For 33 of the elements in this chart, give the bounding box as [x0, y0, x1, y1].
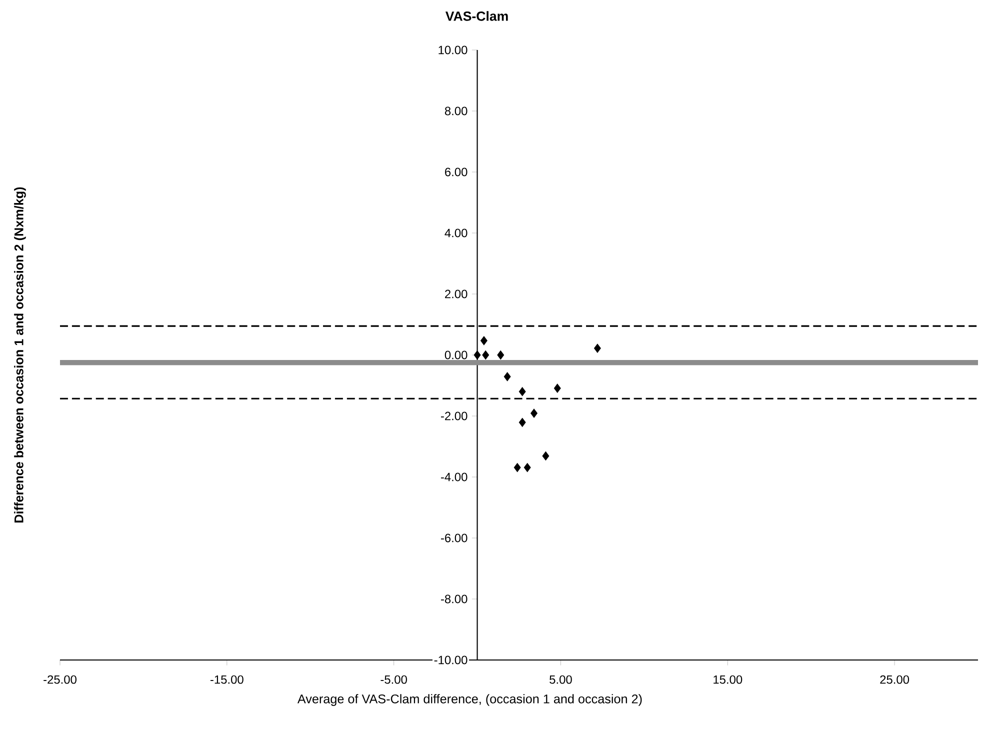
point	[524, 463, 531, 472]
y-tick-label: -8.00	[441, 594, 468, 604]
point	[518, 418, 526, 427]
y-tick-label: 10.00	[438, 46, 468, 54]
y-tick-label: 8.00	[444, 106, 468, 116]
chart-title: VAS-Clam	[445, 11, 508, 21]
point	[497, 350, 504, 360]
x-tick-label: -15.00	[210, 675, 244, 684]
x-tick-label: -5.00	[380, 675, 407, 684]
y-tick-label: -6.00	[441, 534, 468, 542]
y-tick-label: 2.00	[445, 290, 468, 298]
x-tick-label: -25.00	[44, 675, 76, 684]
point	[518, 387, 526, 396]
x-axis-title: Average of VAS-Clam difference, (occasion 1 and occasion 2)	[297, 694, 642, 706]
point	[594, 344, 601, 353]
x-tick-label: 5.00	[550, 675, 572, 684]
y-tick-label: -10.00	[434, 656, 468, 664]
point	[542, 451, 550, 460]
point	[482, 350, 490, 360]
y-tick-label: 4.00	[444, 228, 468, 238]
point	[474, 350, 481, 360]
y-tick-label: -4.00	[441, 472, 468, 482]
y-tick-label: -2.00	[441, 412, 468, 420]
x-tick-label: 15.00	[714, 675, 742, 684]
point	[504, 372, 511, 382]
y-axis-title: Difference between occasion 1 and occasion 2 (Nxm/kg)	[14, 187, 26, 522]
y-tick-label: 6.00	[445, 168, 468, 176]
point	[480, 336, 488, 346]
point	[530, 408, 538, 418]
y-tick-label: 0.00	[444, 350, 468, 360]
point	[514, 463, 521, 472]
point	[554, 384, 561, 393]
x-tick-label: 25.00	[880, 675, 910, 684]
